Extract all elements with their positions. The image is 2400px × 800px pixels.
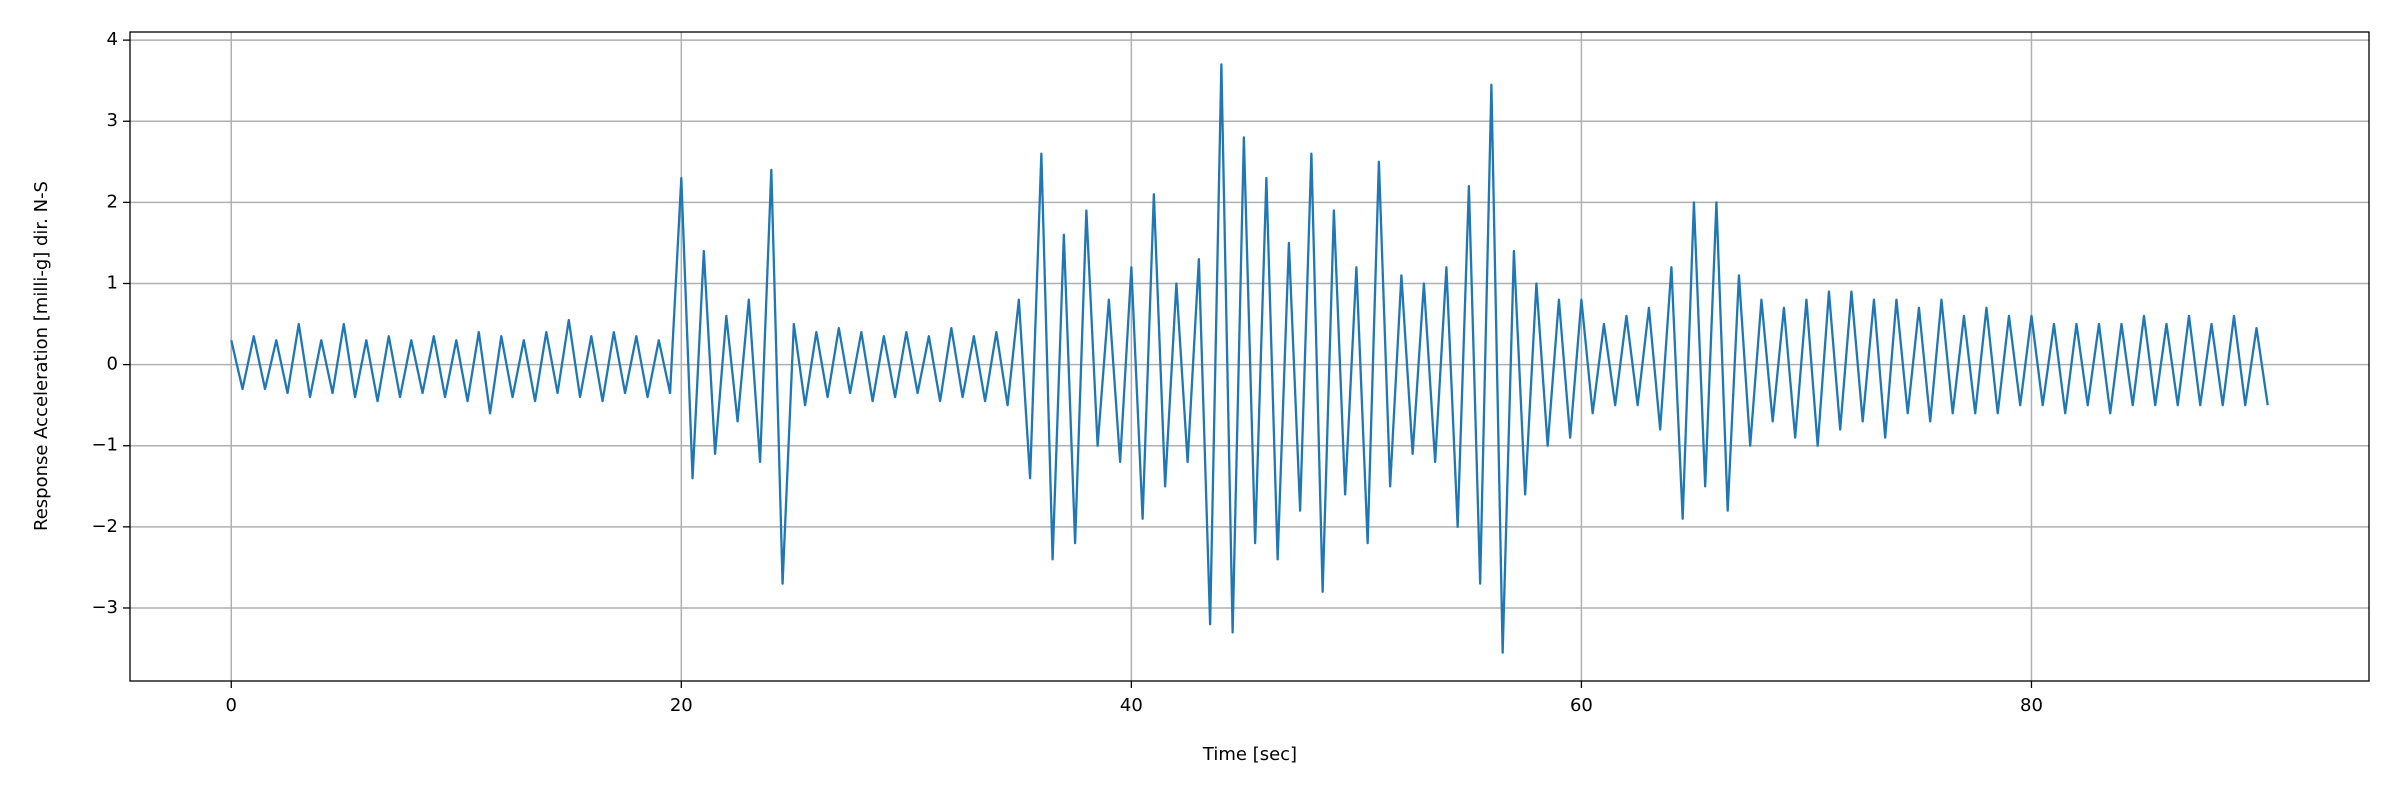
x-tick-label: 20 bbox=[670, 695, 693, 716]
y-axis-label: Response Acceleration [milli-g] dir. N-S bbox=[31, 181, 52, 531]
y-tick-label: 0 bbox=[107, 354, 118, 375]
y-tick-label: 1 bbox=[107, 272, 118, 293]
x-tick-label: 40 bbox=[1120, 695, 1143, 716]
x-tick-label: 80 bbox=[2020, 695, 2043, 716]
x-tick-label: 60 bbox=[1570, 695, 1593, 716]
y-tick-label: 3 bbox=[107, 110, 118, 131]
y-tick-label: −2 bbox=[91, 516, 118, 537]
axes-frame bbox=[129, 31, 2370, 682]
y-tick-label: 4 bbox=[107, 29, 118, 50]
y-tick-label: −1 bbox=[91, 435, 118, 456]
x-axis-label: Time [sec] bbox=[1202, 744, 1297, 765]
x-tick-label: 0 bbox=[226, 695, 237, 716]
data-line bbox=[230, 63, 2269, 654]
y-tick-label: 2 bbox=[107, 191, 118, 212]
y-tick-label: −3 bbox=[91, 597, 118, 618]
